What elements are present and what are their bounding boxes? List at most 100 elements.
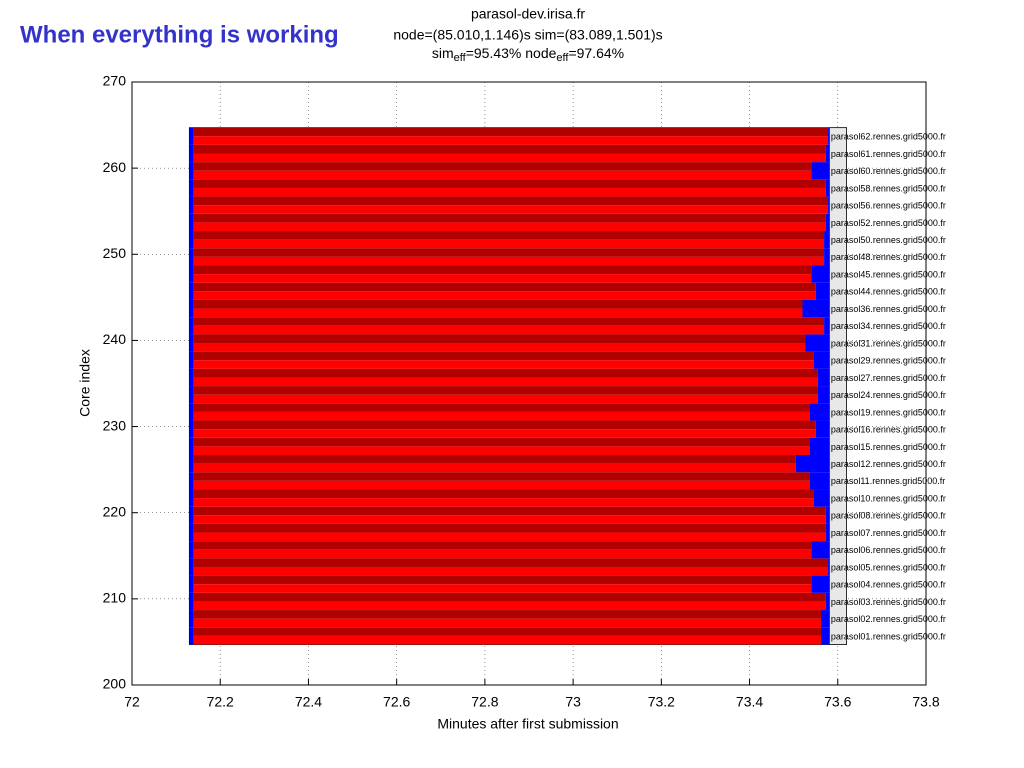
core-bar <box>193 420 816 430</box>
idle-start <box>189 610 194 628</box>
core-bar <box>193 437 810 447</box>
core-bar <box>193 213 826 223</box>
host-label: parasol27.rennes.grid5000.fr <box>831 373 946 383</box>
efficiency-text: sim <box>432 45 454 61</box>
core-bar <box>193 334 806 344</box>
core-bar <box>193 480 810 490</box>
core-bar <box>193 498 814 507</box>
core-bar <box>193 627 822 636</box>
idle-start <box>189 179 194 197</box>
idle-start <box>189 317 194 335</box>
core-bar <box>193 231 825 240</box>
core-bar <box>193 541 812 550</box>
header: When everything is working <box>20 21 339 48</box>
idle-start <box>189 575 194 593</box>
idle-end <box>821 610 830 628</box>
core-bar <box>193 317 825 326</box>
idle-start <box>189 127 194 145</box>
x-tick-label: 72 <box>124 694 140 710</box>
core-bar <box>193 308 803 318</box>
core-bar <box>193 489 814 499</box>
core-bar <box>193 222 826 232</box>
x-tick-label: 73 <box>565 694 581 710</box>
core-bar <box>193 601 826 611</box>
chart-subtitle: node=(85.010,1.146)s sim=(83.089,1.501)s <box>393 27 662 43</box>
x-tick-label: 72.6 <box>383 694 410 710</box>
host-label: parasol06.rennes.grid5000.fr <box>831 545 946 555</box>
idle-start <box>189 282 194 300</box>
x-tick-label: 72.2 <box>207 694 234 710</box>
host-label: parasol24.rennes.grid5000.fr <box>831 390 946 400</box>
idle-end <box>825 523 830 542</box>
host-label: parasol56.rennes.grid5000.fr <box>831 201 946 211</box>
y-axis-label: Core index <box>77 349 93 417</box>
host-label: parasol36.rennes.grid5000.fr <box>831 304 946 314</box>
y-tick-label: 250 <box>103 245 127 261</box>
host-label: parasol45.rennes.grid5000.fr <box>831 269 946 279</box>
core-bar <box>193 170 812 180</box>
core-bar <box>193 274 812 283</box>
chart-title: parasol-dev.irisa.fr <box>471 6 585 22</box>
core-bar <box>193 506 826 516</box>
host-label: parasol15.rennes.grid5000.fr <box>831 442 946 452</box>
core-bar <box>193 463 796 473</box>
core-bar <box>193 162 812 171</box>
host-label: parasol44.rennes.grid5000.fr <box>831 287 946 297</box>
core-bar <box>193 549 812 559</box>
core-bar <box>193 248 825 257</box>
core-bar <box>193 187 826 197</box>
idle-start <box>189 351 194 369</box>
x-tick-label: 72.8 <box>471 694 498 710</box>
idle-end <box>809 472 830 490</box>
y-tick-label: 270 <box>103 73 127 89</box>
host-label: parasol02.rennes.grid5000.fr <box>831 614 946 624</box>
idle-end <box>824 248 830 266</box>
idle-end <box>805 334 830 352</box>
host-label: parasol34.rennes.grid5000.fr <box>831 321 946 331</box>
idle-start <box>189 368 194 387</box>
host-label: parasol58.rennes.grid5000.fr <box>831 183 946 193</box>
core-bar <box>193 610 822 619</box>
core-bar <box>193 205 829 214</box>
idle-start <box>189 248 194 266</box>
core-bar <box>193 446 810 455</box>
idle-end <box>795 454 830 473</box>
core-bar <box>193 515 826 524</box>
y-tick-label: 260 <box>103 159 127 175</box>
core-bar <box>193 532 826 542</box>
host-label: parasol04.rennes.grid5000.fr <box>831 580 946 590</box>
idle-start <box>189 454 194 473</box>
idle-start <box>189 162 194 180</box>
idle-end <box>813 351 830 369</box>
idle-start <box>189 523 194 542</box>
core-bar <box>193 299 803 309</box>
idle-end <box>825 213 830 232</box>
idle-end <box>824 231 830 249</box>
idle-start <box>189 403 194 421</box>
efficiency-line: simeff=95.43% nodeeff=97.64% <box>432 45 624 64</box>
idle-start <box>189 541 194 559</box>
idle-end <box>802 299 830 318</box>
core-bar <box>193 523 826 533</box>
host-label: parasol48.rennes.grid5000.fr <box>831 252 946 262</box>
idle-end <box>811 575 830 593</box>
core-bar <box>193 377 818 387</box>
core-bar <box>193 239 825 249</box>
host-label: parasol31.rennes.grid5000.fr <box>831 338 946 348</box>
core-bar <box>193 343 806 352</box>
idle-end <box>813 489 830 507</box>
core-bar <box>193 282 816 292</box>
efficiency-text: =97.64% <box>568 45 624 61</box>
idle-start <box>189 231 194 249</box>
core-bar <box>193 144 826 154</box>
core-bar <box>193 584 812 593</box>
idle-start <box>189 334 194 352</box>
core-bar <box>193 454 796 464</box>
subscript: eff <box>454 52 467 64</box>
core-bar <box>193 265 812 275</box>
idle-start <box>189 558 194 576</box>
host-label: parasol05.rennes.grid5000.fr <box>831 562 946 572</box>
idle-start <box>189 196 194 214</box>
